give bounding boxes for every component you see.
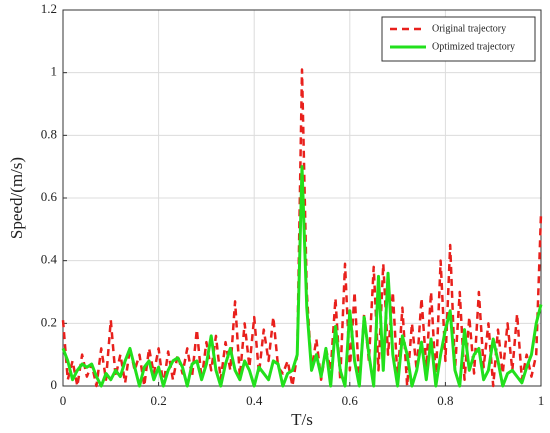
y-axis-label: Speed/(m/s) bbox=[7, 157, 26, 239]
legend-label: Original trajectory bbox=[432, 23, 506, 34]
x-tick-label: 0.6 bbox=[342, 393, 359, 408]
y-tick-label: 0.6 bbox=[41, 189, 58, 204]
series-line bbox=[61, 165, 543, 388]
x-tick-label: 0 bbox=[60, 393, 67, 408]
y-tick-label: 0.8 bbox=[41, 126, 57, 141]
x-tick-label: 0.4 bbox=[246, 393, 263, 408]
y-tick-label: 0.2 bbox=[41, 314, 57, 329]
x-tick-label: 0.2 bbox=[150, 393, 166, 408]
legend-label: Optimized trajectory bbox=[432, 41, 515, 52]
legend: Original trajectory Optimized trajectory bbox=[381, 16, 536, 62]
x-tick-label: 1 bbox=[538, 393, 545, 408]
plot-frame bbox=[62, 9, 542, 387]
legend-box bbox=[381, 16, 536, 62]
y-tick-label: 1 bbox=[51, 64, 58, 79]
x-tick-label: 0.8 bbox=[437, 393, 453, 408]
series-line bbox=[61, 68, 543, 388]
x-axis-label: T/s bbox=[291, 410, 313, 429]
y-tick-label: 0 bbox=[51, 377, 58, 392]
y-tick-label: 1.2 bbox=[41, 1, 57, 16]
y-tick-label: 0.4 bbox=[41, 252, 58, 267]
